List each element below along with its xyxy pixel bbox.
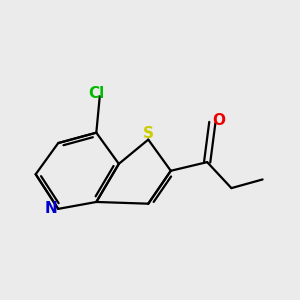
Text: Cl: Cl — [88, 86, 104, 101]
Text: S: S — [143, 126, 154, 141]
Text: N: N — [44, 201, 57, 216]
Text: O: O — [212, 113, 225, 128]
